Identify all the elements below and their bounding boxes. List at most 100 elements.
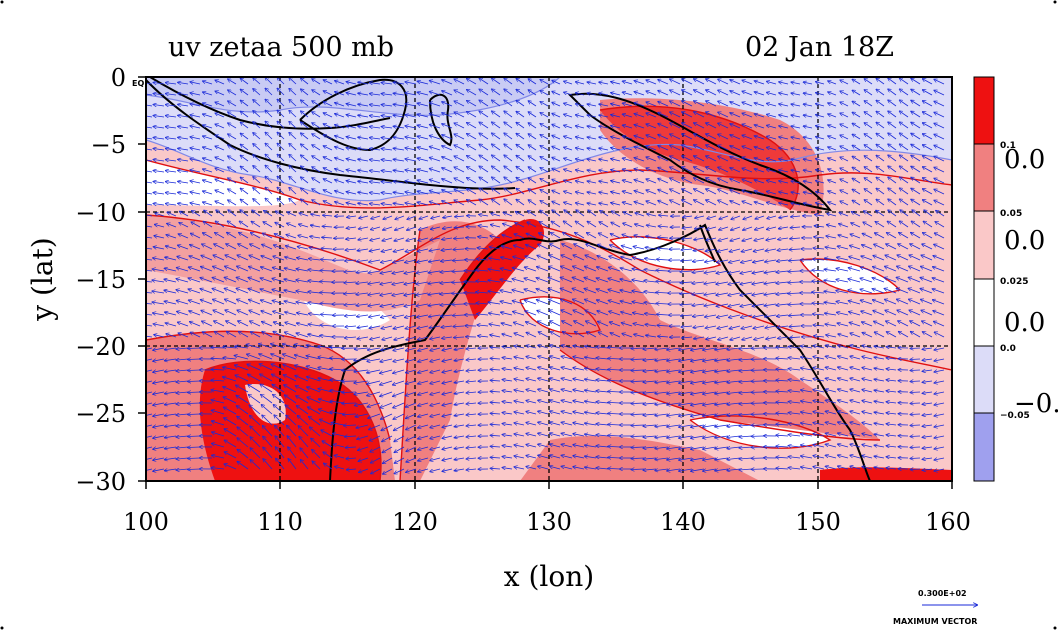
- wind-vector: [346, 159, 357, 161]
- colorbar-clipped-label: 0.0: [1004, 226, 1045, 256]
- wind-vector: [241, 166, 249, 173]
- wind-vector: [779, 93, 789, 95]
- wind-vector: [228, 145, 237, 151]
- wind-vector: [528, 112, 537, 118]
- wind-vector: [540, 80, 549, 85]
- wind-vector: [755, 125, 765, 129]
- wind-vector: [228, 167, 237, 173]
- wind-vector: [452, 293, 465, 294]
- wind-vector: [767, 158, 777, 162]
- wind-vector: [405, 126, 417, 128]
- wind-vector: [564, 114, 573, 118]
- wind-vector: [682, 145, 693, 151]
- wind-vector: [312, 79, 321, 85]
- wind-vector: [430, 147, 441, 151]
- wind-vector: [911, 100, 921, 107]
- wind-vector: [454, 112, 465, 118]
- wind-vector: [504, 144, 513, 151]
- wind-vector: [910, 381, 921, 382]
- wind-vector: [178, 159, 189, 161]
- wind-vector: [492, 78, 501, 85]
- wind-vector: [552, 114, 561, 118]
- wind-vector: [346, 104, 357, 106]
- wind-vector: [840, 124, 849, 129]
- wind-vector: [816, 126, 825, 128]
- wind-vector: [335, 136, 345, 140]
- wind-vector: [934, 156, 945, 162]
- wind-vector: [289, 89, 297, 96]
- wind-vector: [828, 158, 837, 162]
- wind-vector: [153, 94, 165, 96]
- wind-vector: [253, 89, 261, 96]
- wind-vector: [301, 133, 309, 140]
- wind-vector: [203, 169, 213, 173]
- wind-vector: [816, 148, 825, 150]
- wind-vector: [564, 125, 573, 129]
- x-tick-label: 150: [795, 508, 841, 536]
- wind-vector: [289, 111, 297, 118]
- wind-vector: [911, 78, 921, 85]
- wind-vector: [188, 403, 201, 404]
- wind-vector: [730, 113, 741, 118]
- wind-vector: [767, 136, 777, 140]
- wind-vector: [876, 78, 885, 85]
- wind-vector: [516, 101, 525, 107]
- wind-vector: [324, 102, 333, 107]
- wind-vector: [911, 111, 921, 118]
- wind-vector: [706, 90, 717, 96]
- wind-vector: [454, 134, 465, 140]
- wind-vector: [599, 93, 609, 95]
- wind-vector: [623, 81, 633, 85]
- wind-vector: [646, 157, 657, 162]
- wind-vector: [393, 137, 405, 139]
- wind-vector: [706, 123, 717, 129]
- y-tick-label: −25: [75, 400, 126, 428]
- wind-vector: [623, 136, 633, 140]
- wind-vector: [682, 112, 693, 118]
- wind-vector: [241, 122, 249, 129]
- wind-vector: [358, 93, 369, 95]
- wind-vector: [265, 154, 273, 162]
- wind-vector: [265, 132, 273, 140]
- wind-vector: [730, 124, 741, 129]
- wind-vector: [452, 282, 465, 283]
- wind-vector: [516, 79, 525, 85]
- wind-vector: [454, 145, 465, 151]
- wind-vector: [934, 134, 945, 140]
- colorbar-clipped-label: 0.0: [1004, 308, 1045, 338]
- wind-vector: [694, 79, 705, 85]
- wind-vector: [289, 166, 297, 173]
- wind-vector: [516, 145, 525, 151]
- wind-vector: [888, 133, 897, 140]
- wind-vector: [417, 136, 429, 140]
- wind-vector: [166, 116, 177, 117]
- wind-vector: [190, 93, 201, 95]
- wind-vector: [564, 158, 573, 162]
- wind-vector: [504, 122, 513, 129]
- wind-vector: [804, 126, 813, 128]
- wind-vector: [910, 469, 921, 470]
- wind-vector: [718, 156, 729, 162]
- wind-vector: [564, 92, 573, 96]
- wind-vector: [382, 83, 393, 84]
- wind-vector: [324, 113, 333, 118]
- wind-vector: [923, 134, 933, 140]
- wind-vector: [791, 93, 801, 95]
- wind-vector: [417, 81, 429, 85]
- wind-vector: [804, 93, 813, 95]
- wind-vector: [178, 148, 189, 150]
- wind-vector: [876, 111, 885, 118]
- wind-vector: [324, 91, 333, 96]
- wind-vector: [203, 147, 213, 151]
- wind-vector: [876, 100, 885, 107]
- wind-vector: [742, 146, 753, 151]
- wind-vector: [540, 91, 549, 96]
- wind-vector: [587, 104, 597, 106]
- wind-vector: [876, 155, 885, 162]
- wind-vector: [730, 102, 741, 107]
- wind-vector: [923, 145, 933, 151]
- wind-vector: [791, 115, 801, 117]
- wind-vector: [670, 134, 681, 140]
- wind-vector: [265, 143, 273, 151]
- wind-vector: [730, 80, 741, 85]
